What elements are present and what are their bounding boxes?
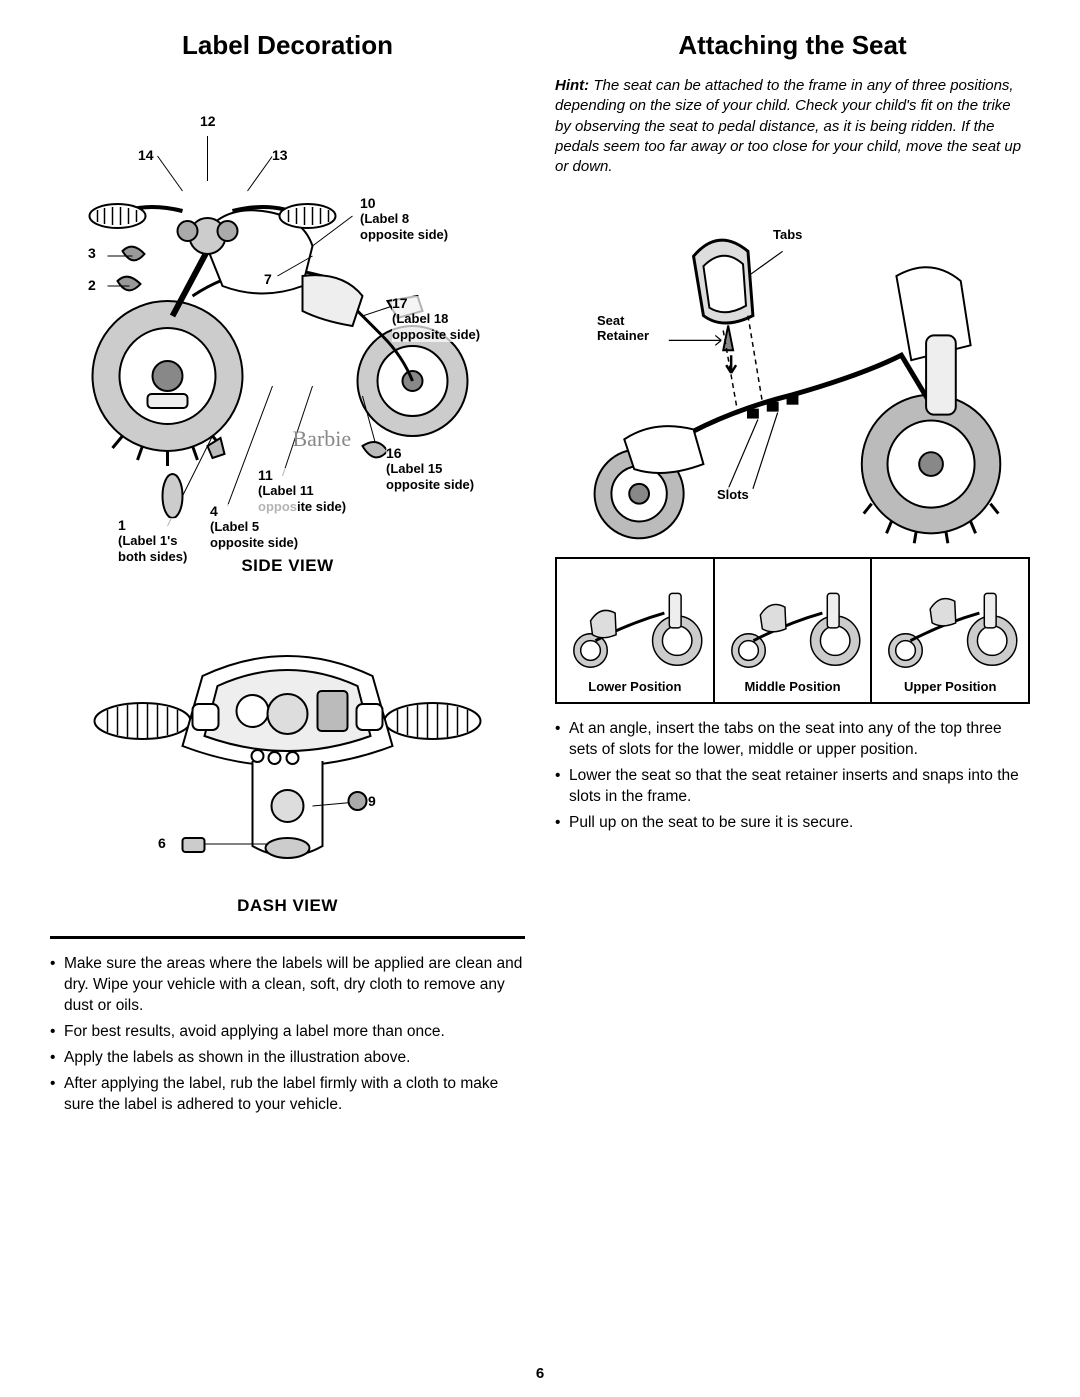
left-instructions: Make sure the areas where the labels wil… [50, 954, 525, 1115]
label-seat-retainer: Seat Retainer [597, 313, 649, 343]
callout-7: 7 [264, 272, 272, 287]
left-instr-3: After applying the label, rub the label … [50, 1074, 525, 1116]
position-upper: Upper Position [872, 559, 1028, 702]
callout-17: 17 (Label 18 opposite side) [392, 296, 480, 342]
positions-row: Lower Position Middle Position [555, 557, 1030, 704]
callout-17-num: 17 [392, 295, 408, 311]
callout-6: 6 [158, 836, 166, 851]
side-view-diagram: Barbie 12 14 13 3 2 7 10 (Label 8 opposi… [50, 76, 525, 546]
position-lower: Lower Position [557, 559, 715, 702]
hint-text: The seat can be attached to the frame in… [555, 77, 1021, 175]
right-title: Attaching the Seat [555, 30, 1030, 61]
callout-4-num: 4 [210, 503, 218, 519]
callout-11-num: 11 [258, 467, 273, 483]
callout-12: 12 [200, 114, 216, 129]
label-tabs: Tabs [773, 227, 802, 242]
left-column: Label Decoration [50, 30, 525, 1120]
callout-9: 9 [368, 794, 376, 809]
callout-16-num: 16 [386, 445, 402, 461]
pos-label-lower: Lower Position [561, 679, 709, 694]
callout-10: 10 (Label 8 opposite side) [360, 196, 448, 242]
left-instr-2: Apply the labels as shown in the illustr… [50, 1048, 525, 1069]
callout-1-sub: (Label 1's both sides) [118, 533, 187, 563]
seat-diagram: Tabs Seat Retainer Slots [555, 195, 1030, 555]
callout-16-sub: (Label 15 opposite side) [386, 461, 474, 491]
dash-view-label: DASH VIEW [50, 896, 525, 916]
callout-16: 16 (Label 15 opposite side) [386, 446, 474, 492]
page-content: Label Decoration [50, 30, 1030, 1120]
callout-4-sub: (Label 5 opposite side) [210, 519, 298, 549]
callout-17-sub: (Label 18 opposite side) [392, 311, 480, 341]
right-instr-1: Lower the seat so that the seat retainer… [555, 766, 1030, 808]
callout-1-num: 1 [118, 517, 126, 533]
left-title: Label Decoration [50, 30, 525, 61]
thumb-middle [719, 563, 867, 673]
position-middle: Middle Position [715, 559, 873, 702]
hint-paragraph: Hint: The seat can be attached to the fr… [555, 76, 1030, 177]
page-number: 6 [0, 1365, 1080, 1382]
svg-text:Barbie: Barbie [293, 426, 352, 451]
callout-14: 14 [138, 148, 154, 163]
right-instructions: At an angle, insert the tabs on the seat… [555, 719, 1030, 834]
dash-view-svg [50, 606, 525, 886]
pos-label-middle: Middle Position [719, 679, 867, 694]
right-instr-0: At an angle, insert the tabs on the seat… [555, 719, 1030, 761]
left-instr-1: For best results, avoid applying a label… [50, 1022, 525, 1043]
callout-10-num: 10 [360, 195, 376, 211]
right-instr-2: Pull up on the seat to be sure it is sec… [555, 813, 1030, 834]
thumb-upper [876, 563, 1024, 673]
callout-3: 3 [88, 246, 96, 261]
hint-label: Hint: [555, 77, 589, 94]
callout-1: 1 (Label 1's both sides) [118, 518, 187, 564]
callout-10-sub: (Label 8 opposite side) [360, 211, 448, 241]
divider [50, 936, 525, 939]
pos-label-upper: Upper Position [876, 679, 1024, 694]
left-instr-0: Make sure the areas where the labels wil… [50, 954, 525, 1017]
callout-13: 13 [272, 148, 288, 163]
right-column: Attaching the Seat Hint: The seat can be… [555, 30, 1030, 1120]
thumb-lower [561, 563, 709, 673]
callout-2: 2 [88, 278, 96, 293]
dash-view-diagram: 9 6 [50, 606, 525, 886]
callout-4: 4 (Label 5 opposite side) [210, 504, 298, 550]
seat-svg [555, 195, 1030, 555]
label-slots: Slots [717, 487, 749, 502]
